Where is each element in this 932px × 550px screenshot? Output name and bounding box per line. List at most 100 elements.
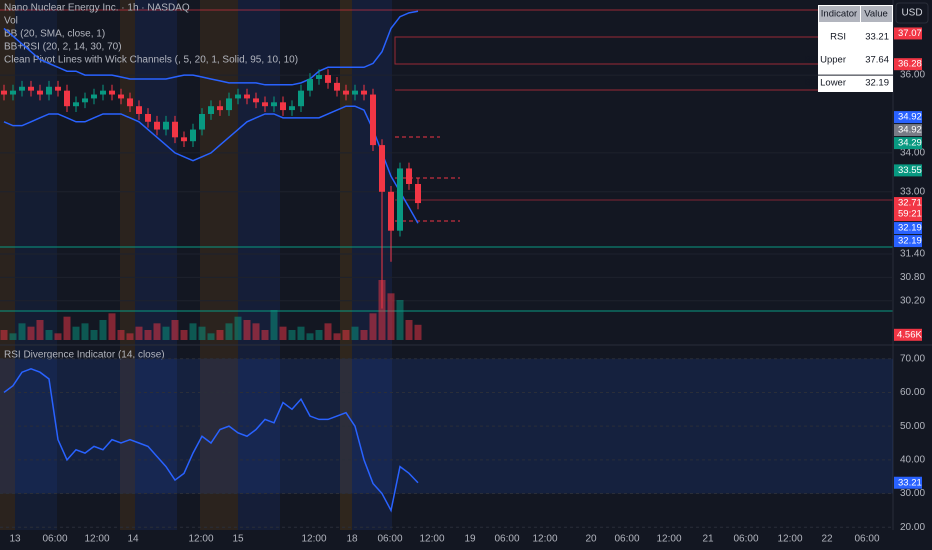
legend-item: Clean Pivot Lines with Wick Channels (, …: [4, 55, 298, 66]
x-tick-label: 12:00: [188, 534, 213, 545]
price-tag-label: 34.29: [898, 138, 922, 149]
candle-body: [118, 94, 124, 99]
candle-body: [298, 90, 304, 107]
volume-bar: [270, 310, 278, 340]
y-tick-label: 50.00: [900, 421, 925, 432]
volume-bar: [297, 326, 305, 340]
rsi-line: [3, 368, 419, 513]
volume-bar: [387, 293, 395, 340]
candle-body: [208, 106, 214, 114]
indicator-table: Indicator Value RSI 33.21 BB Upper 37.64 BB Lo…: [805, 5, 893, 92]
candle-body: [100, 90, 106, 95]
candle-body: [136, 106, 142, 114]
candle-body: [226, 98, 232, 111]
price-tag: [894, 27, 922, 40]
session-shading: [0, 0, 392, 530]
y-tick-label: 60.00: [900, 387, 925, 398]
currency[interactable]: USD: [901, 8, 922, 19]
volume-bar: [45, 330, 53, 340]
price-tag: [894, 197, 922, 222]
y-tick-label: 31.40: [900, 249, 925, 260]
chart-title: Nano Nuclear Energy Inc. · 1h · NASDAQ: [4, 3, 190, 14]
candle-body: [379, 145, 385, 192]
candle-body: [19, 86, 25, 91]
volume-tag: [894, 328, 922, 341]
price-tag: [894, 235, 922, 248]
candle-body: [307, 78, 313, 91]
x-tick-label: 06:00: [614, 534, 639, 545]
volume-bar: [162, 326, 170, 340]
y-tick-label: 33.00: [900, 186, 925, 197]
x-tick-label: 19: [464, 534, 476, 545]
volume-bar: [243, 320, 251, 340]
candle-body: [145, 113, 151, 122]
volume-bar: [180, 330, 188, 340]
x-tick-label: 06:00: [854, 534, 879, 545]
price-tag: [894, 222, 922, 235]
volume-bar: [171, 320, 179, 340]
volume-bar: [18, 323, 26, 340]
legend-item: Vol: [4, 16, 18, 27]
candle-body: [55, 86, 61, 91]
price-tag-label: 32.19: [898, 223, 922, 234]
x-tick-label: 12:00: [777, 534, 802, 545]
volume-bar: [63, 316, 71, 340]
table-header-cell: [819, 6, 860, 22]
shade: [200, 0, 238, 530]
volume-bar: [405, 320, 413, 340]
currency-button[interactable]: [895, 2, 929, 24]
volume-bar: [36, 320, 44, 340]
volume-bar: [369, 313, 377, 340]
volume-bar: [333, 333, 341, 340]
candle-body: [217, 106, 223, 111]
candle-body: [235, 94, 241, 99]
volume-bar: [234, 316, 242, 340]
x-tick-label: 06:00: [377, 534, 402, 545]
volume-bar: [324, 323, 332, 340]
volume-bar: [153, 323, 161, 340]
volume-bar: [198, 326, 206, 340]
volume-bar: [90, 330, 98, 340]
volume-bar: [9, 333, 17, 340]
x-tick-label: 12:00: [656, 534, 681, 545]
candle-body: [28, 86, 34, 91]
candle-body: [271, 102, 277, 107]
candle-body: [352, 90, 358, 95]
candle-body: [1, 90, 7, 95]
x-tick-label: 15: [232, 534, 244, 545]
candle-body: [190, 129, 196, 142]
candle-body: [361, 90, 367, 95]
x-tick-label: 18: [346, 534, 358, 545]
volume-bar: [261, 330, 269, 340]
panel-title: RSI Divergence Indicator (14, close): [4, 350, 165, 361]
countdown: 59:21: [898, 209, 922, 220]
table-cell: 32.19: [865, 78, 889, 89]
y-tick-label: 30.80: [900, 272, 925, 283]
price-tag: [894, 111, 922, 124]
table-header: Value: [864, 9, 888, 20]
shade: [0, 0, 15, 530]
x-tick-label: 06:00: [494, 534, 519, 545]
table-cell: RSI: [830, 32, 846, 43]
volume-bar: [252, 323, 260, 340]
candle-body: [46, 86, 52, 95]
bollinger-band: [3, 105, 419, 224]
y-tick-label: 36.00: [900, 70, 925, 81]
y-tick-label: 34.00: [900, 148, 925, 159]
candle-body: [37, 90, 43, 95]
x-tick-label: 12:00: [84, 534, 109, 545]
shade: [120, 0, 135, 530]
x-tick-label: 12:00: [532, 534, 557, 545]
volume-bar: [315, 330, 323, 340]
candle-body: [64, 90, 70, 107]
volume-bar: [351, 326, 359, 340]
candle-body: [163, 121, 169, 130]
x-tick-label: 06:00: [42, 534, 67, 545]
candle-body: [325, 75, 331, 83]
table-cell: 37.64: [865, 55, 889, 66]
candle-body: [199, 113, 205, 130]
candle-body: [127, 98, 133, 107]
volume-bar: [135, 326, 143, 340]
